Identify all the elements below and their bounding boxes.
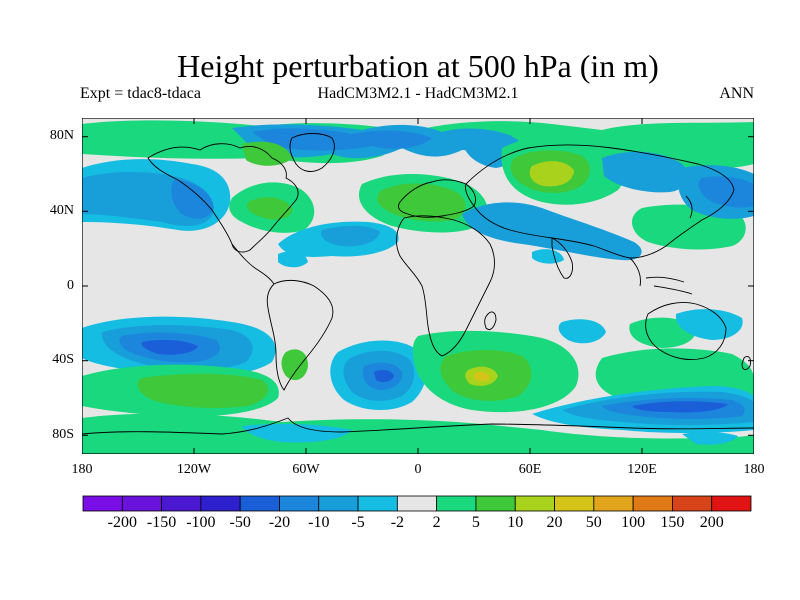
- x-tick-180w: 180: [71, 462, 93, 477]
- colorbar-label: -2: [390, 514, 405, 531]
- experiment-label: Expt = tdac8-tdaca: [80, 85, 201, 102]
- colorbar-label: -5: [351, 514, 365, 531]
- antarctic-core-blue: [632, 401, 728, 413]
- japan-outline: [685, 195, 693, 219]
- colorbar-swatch-3: [200, 495, 241, 512]
- southern-ocean-lime-region: [137, 373, 269, 408]
- y-tick-80s: 80S: [52, 427, 74, 442]
- colorbar-swatch-15: [672, 495, 713, 512]
- colorbar-swatch-11: [514, 495, 555, 512]
- x-tick-60w: 60W: [292, 462, 320, 477]
- colorbar-swatch-7: [357, 495, 398, 512]
- india-outline: [551, 237, 573, 279]
- x-tick-180e: 180: [743, 462, 765, 477]
- south-atlantic-core-blue: [374, 369, 394, 383]
- antarctica-outline: [82, 417, 754, 435]
- y-tick-80n: 80N: [49, 128, 74, 143]
- europe-lime-region: [377, 183, 466, 222]
- season-label: ANN: [719, 85, 754, 102]
- colorbar-swatch-8: [396, 495, 438, 512]
- colorbar-swatch-14: [632, 495, 673, 512]
- colorbar-label: 10: [507, 514, 524, 531]
- arctic-deep-blue-region: [252, 128, 432, 151]
- north-pacific-east-deep-blue: [698, 176, 754, 208]
- coastlines: [82, 133, 754, 435]
- colorbar: [82, 495, 752, 512]
- y-tick-40n: 40N: [49, 203, 74, 218]
- plot-title: Height perturbation at 500 hPa (in m): [177, 48, 659, 84]
- colorbar-swatch-5: [279, 495, 320, 512]
- north-america-outline: [147, 143, 299, 253]
- colorbar-swatch-13: [593, 495, 634, 512]
- colorbar-label: 2: [432, 514, 441, 531]
- asia-outline: [465, 144, 735, 259]
- colorbar-label: -100: [186, 514, 216, 531]
- colorbar-label: 20: [546, 514, 563, 531]
- colorbar-swatch-10: [475, 495, 516, 512]
- madagascar-outline: [484, 311, 497, 331]
- indian-ocean-light-blue: [558, 319, 606, 344]
- colorbar-label: -150: [146, 514, 177, 531]
- colorbar-swatch-12: [554, 495, 595, 512]
- west-us-deep-blue: [171, 180, 214, 219]
- antarctica-light-blue-patch: [242, 423, 352, 443]
- colorbar-label: 150: [660, 514, 685, 531]
- colorbar-swatch-4: [239, 495, 280, 512]
- greenland-outline: [289, 133, 335, 172]
- colorbar-swatch-16: [711, 495, 752, 512]
- colorbar-label: 50: [585, 514, 602, 531]
- x-tick-0: 0: [414, 462, 422, 477]
- colorbar-swatch-1: [121, 495, 162, 512]
- new-zealand-outline: [741, 355, 751, 371]
- central-america-outline: [231, 243, 275, 285]
- x-tick-120w: 120W: [176, 462, 212, 477]
- east-us-lime-region: [246, 197, 293, 220]
- argentina-lime-region: [281, 349, 308, 381]
- x-tick-60e: 60E: [518, 462, 542, 477]
- arabian-sea-light-blue: [532, 249, 564, 264]
- canada-lime-region: [242, 141, 292, 166]
- colorbar-swatch-9: [436, 495, 477, 512]
- south-pacific-core-blue: [141, 339, 198, 355]
- colorbar-label: 5: [471, 514, 480, 531]
- east-asia-blue-region: [602, 151, 688, 193]
- y-tick-equator: 0: [67, 278, 74, 293]
- central-asia-yellow-region: [529, 161, 574, 187]
- indonesia-outline: [629, 257, 693, 295]
- middle-east-blue-band: [462, 202, 642, 261]
- antarctica-green-region: [82, 413, 754, 454]
- axis-ticks: [82, 118, 754, 454]
- south-america-outline: [266, 279, 334, 391]
- colorbar-swatch-2: [161, 495, 202, 512]
- caribbean-light-blue: [278, 251, 308, 268]
- colorbar-label: 200: [699, 514, 724, 531]
- atlantic-blue: [321, 225, 380, 247]
- colorbar-label: -50: [229, 514, 251, 531]
- colorbar-label: -200: [107, 514, 137, 531]
- colorbar-swatch-6: [318, 495, 359, 512]
- height-perturbation-map: [82, 118, 754, 454]
- colorbar-label: -10: [308, 514, 330, 531]
- africa-outline: [396, 215, 495, 357]
- antarctica-east-light-blue: [682, 431, 738, 445]
- x-tick-120e: 120E: [627, 462, 657, 477]
- model-comparison-label: HadCM3M2.1 - HadCM3M2.1: [317, 85, 519, 102]
- y-tick-40s: 40S: [52, 352, 74, 367]
- colorbar-label: 100: [621, 514, 646, 531]
- australia-outline: [645, 302, 727, 361]
- colorbar-label: -20: [268, 514, 291, 531]
- colorbar-swatch-0: [82, 495, 123, 512]
- south-indian-gold-spot: [474, 371, 490, 381]
